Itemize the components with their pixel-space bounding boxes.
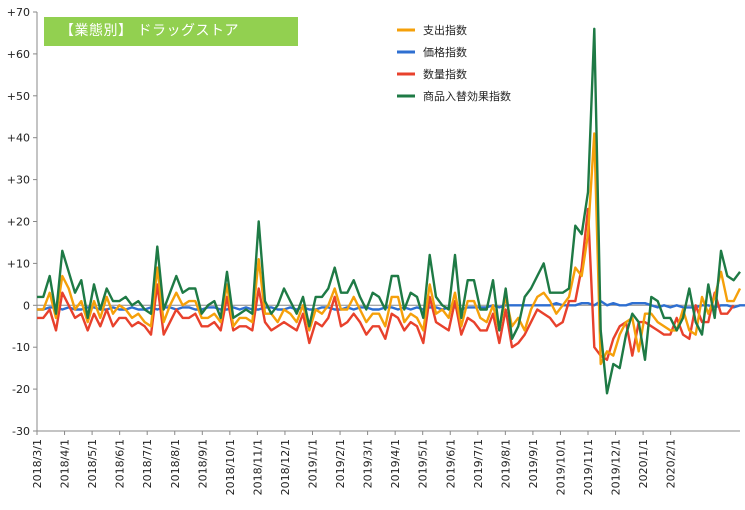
y-tick-label: +60 <box>7 48 30 61</box>
x-tick-label: 2018/7/1 <box>141 439 154 488</box>
chart-title: 【業態別】 ドラッグストア <box>60 23 239 39</box>
y-tick-label: +20 <box>7 216 30 229</box>
y-tick-label: +30 <box>7 174 30 187</box>
x-tick-label: 2019/8/1 <box>499 439 512 488</box>
y-axis-ticks: +70 +60 +50 +40 +30 +20 +10 0 -10 -20 -30 <box>7 6 37 438</box>
legend-entry: 支出指数 <box>423 23 467 37</box>
legend-entry: 数量指数 <box>423 67 467 81</box>
x-tick-label: 2018/12/1 <box>279 439 292 495</box>
x-tick-label: 2020/2/1 <box>665 439 678 488</box>
x-tick-label: 2018/9/1 <box>196 439 209 488</box>
x-tick-label: 2018/8/1 <box>169 439 182 488</box>
y-tick-label: +70 <box>7 6 30 19</box>
series-line-2 <box>37 207 735 361</box>
chart-axes <box>36 12 740 432</box>
series-line-0 <box>37 132 742 366</box>
x-tick-label: 2019/5/1 <box>417 439 430 488</box>
x-tick-label: 2018/6/1 <box>114 439 127 488</box>
y-tick-label: +50 <box>7 90 30 103</box>
x-tick-label: 2019/12/1 <box>610 439 623 495</box>
x-tick-label: 2019/10/1 <box>554 439 567 495</box>
x-tick-label: 2018/4/1 <box>59 439 72 488</box>
x-tick-label: 2019/2/1 <box>334 439 347 488</box>
chart-title-badge: 【業態別】 ドラッグストア <box>44 17 298 46</box>
y-tick-label: -10 <box>12 341 30 354</box>
x-tick-label: 2018/10/1 <box>224 439 237 495</box>
x-tick-label: 2019/7/1 <box>472 439 485 488</box>
x-tick-label: 2019/4/1 <box>389 439 402 488</box>
series-lines <box>37 27 745 395</box>
x-tick-label: 2019/6/1 <box>444 439 457 488</box>
x-tick-label: 2019/3/1 <box>362 439 375 488</box>
y-tick-label: +40 <box>7 132 30 145</box>
y-tick-label: -30 <box>12 425 30 438</box>
x-tick-label: 2019/9/1 <box>527 439 540 488</box>
legend-entry: 商品入替効果指数 <box>423 89 511 103</box>
x-axis-ticks: 2018/3/1 2018/4/1 2018/5/1 2018/6/1 2018/7/1… <box>31 431 678 495</box>
series-line-3 <box>37 27 741 395</box>
y-tick-label: -20 <box>12 383 30 396</box>
y-tick-label: +10 <box>7 257 30 270</box>
x-tick-label: 2018/5/1 <box>86 439 99 488</box>
x-tick-label: 2020/1/1 <box>637 439 650 488</box>
x-tick-label: 2019/1/1 <box>307 439 320 488</box>
x-tick-label: 2018/11/1 <box>251 439 264 495</box>
y-tick-label: 0 <box>23 299 30 312</box>
legend-entry: 価格指数 <box>423 45 467 59</box>
x-tick-label: 2019/11/1 <box>582 439 595 495</box>
x-tick-label: 2018/3/1 <box>31 439 44 488</box>
